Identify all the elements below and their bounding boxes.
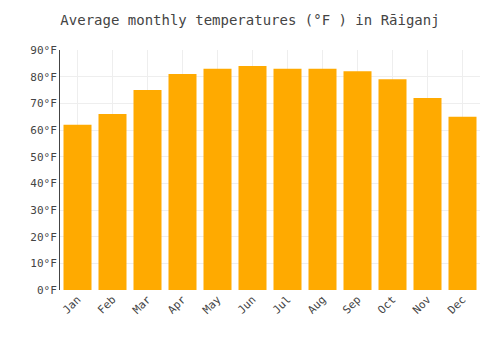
svg-text:80°F: 80°F (30, 71, 57, 84)
svg-text:Sep: Sep (340, 293, 363, 316)
svg-text:Nov: Nov (410, 293, 434, 317)
svg-text:30°F: 30°F (30, 204, 57, 217)
svg-text:Jan: Jan (60, 293, 83, 316)
svg-text:Apr: Apr (165, 293, 189, 317)
svg-text:Average monthly temperatures (: Average monthly temperatures (°F ) in Rā… (60, 12, 439, 28)
svg-text:70°F: 70°F (30, 97, 57, 110)
svg-text:40°F: 40°F (30, 177, 57, 190)
svg-text:Dec: Dec (445, 293, 468, 316)
svg-text:May: May (200, 293, 224, 317)
svg-text:Oct: Oct (375, 293, 398, 316)
svg-text:Aug: Aug (305, 293, 328, 316)
svg-text:Jun: Jun (235, 293, 258, 316)
svg-text:50°F: 50°F (30, 151, 57, 164)
svg-text:Feb: Feb (95, 293, 118, 316)
svg-text:Mar: Mar (130, 293, 154, 317)
svg-text:60°F: 60°F (30, 124, 57, 137)
svg-text:20°F: 20°F (30, 231, 57, 244)
svg-text:Jul: Jul (270, 293, 293, 316)
svg-text:10°F: 10°F (30, 257, 57, 270)
svg-text:90°F: 90°F (30, 44, 57, 57)
svg-text:0°F: 0°F (37, 284, 57, 297)
